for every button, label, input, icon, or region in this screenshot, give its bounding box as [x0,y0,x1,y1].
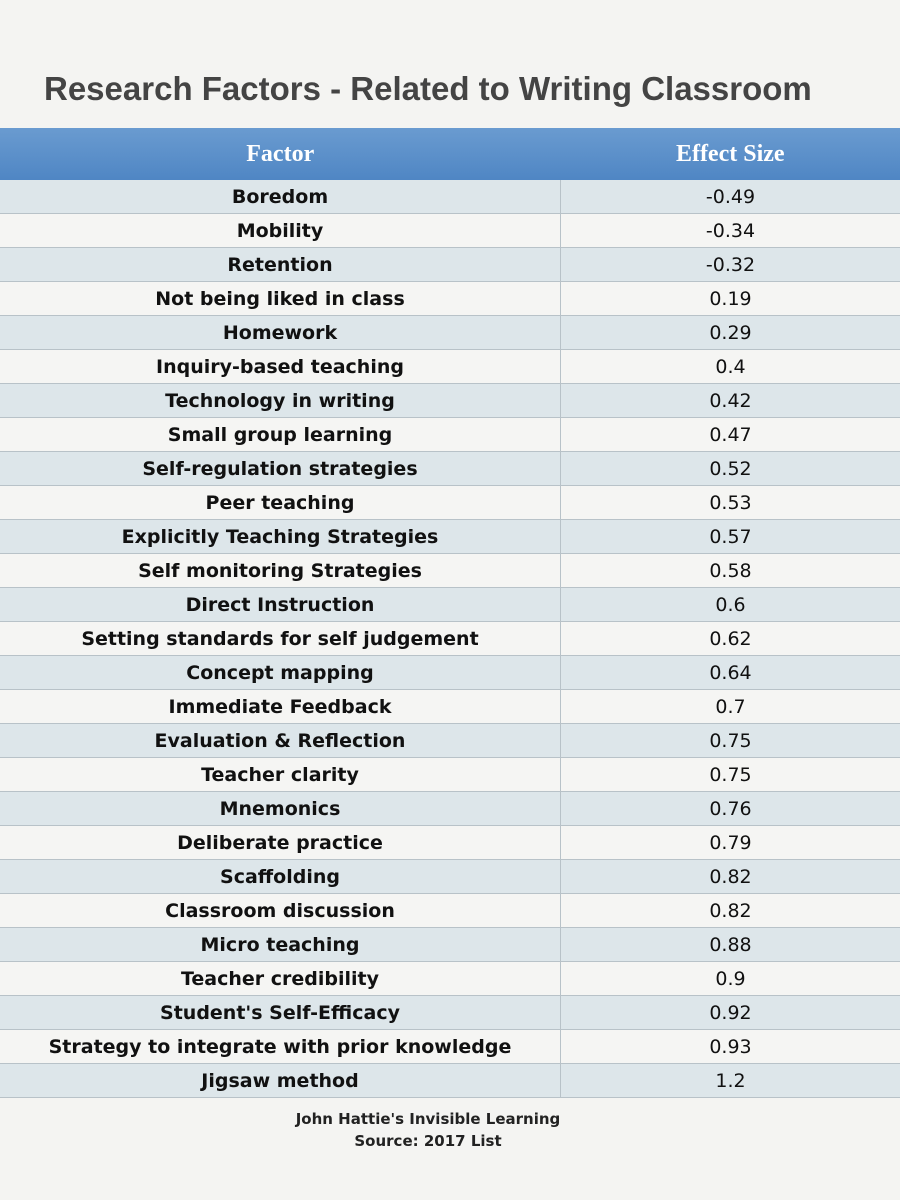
factor-cell: Technology in writing [0,383,561,418]
effect-size-cell: 0.47 [560,417,900,452]
footer-line: Source: 2017 List [354,1132,502,1150]
table-row: Evaluation & Reflection 0.75 [0,723,900,758]
table-body: Boredom -0.49 Mobility -0.34 Retention -0.32 N… [0,180,900,1098]
effect-size-cell: 0.92 [560,995,900,1030]
factor-cell: Peer teaching [0,485,561,520]
table-row: Jigsaw method 1.2 [0,1063,900,1098]
factor-cell: Retention [0,247,561,282]
effect-size-cell: 0.9 [560,961,900,996]
factor-cell: Mnemonics [0,791,561,826]
factor-cell: Self monitoring Strategies [0,553,561,588]
footer-line: John Hattie's Invisible Learning [295,1110,561,1128]
effect-size-cell: 0.57 [560,519,900,554]
header-row: Factor Effect Size [0,128,900,180]
table-row: Scaffolding 0.82 [0,859,900,894]
table-row: Homework 0.29 [0,315,900,350]
factor-cell: Deliberate practice [0,825,561,860]
effect-size-cell: 0.19 [560,281,900,316]
factor-cell: Self-regulation strategies [0,451,561,486]
effect-size-cell: 0.62 [560,621,900,656]
factor-cell: Strategy to integrate with prior knowled… [0,1029,561,1064]
table-row: Boredom -0.49 [0,180,900,214]
table-row: Peer teaching 0.53 [0,485,900,520]
effect-size-cell: 0.82 [560,859,900,894]
factor-table: Factor Effect Size Boredom -0.49 Mobility -… [0,128,900,1098]
effect-size-cell: 0.42 [560,383,900,418]
effect-size-cell: -0.34 [560,213,900,248]
effect-size-cell: 0.64 [560,655,900,690]
factor-cell: Classroom discussion [0,893,561,928]
table-row: Not being liked in class 0.19 [0,281,900,316]
effect-size-cell: 0.75 [560,757,900,792]
factor-cell: Teacher clarity [0,757,561,792]
table-row: Immediate Feedback 0.7 [0,689,900,724]
effect-size-cell: 0.88 [560,927,900,962]
factor-cell: Immediate Feedback [0,689,561,724]
table-row: Inquiry-based teaching 0.4 [0,349,900,384]
factor-cell: Mobility [0,213,561,248]
table-row: Strategy to integrate with prior knowled… [0,1029,900,1064]
effect-size-cell: 0.76 [560,791,900,826]
factor-cell: Explicitly Teaching Strategies [0,519,561,554]
table-row: Concept mapping 0.64 [0,655,900,690]
factor-cell: Small group learning [0,417,561,452]
effect-size-cell: 0.6 [560,587,900,622]
table-row: Student's Self-Efficacy 0.92 [0,995,900,1030]
table-row: Mobility -0.34 [0,213,900,248]
table-row: Explicitly Teaching Strategies 0.57 [0,519,900,554]
table-row: Self-regulation strategies 0.52 [0,451,900,486]
factor-cell: Evaluation & Reflection [0,723,561,758]
effect-size-cell: 0.58 [560,553,900,588]
effect-size-cell: 0.7 [560,689,900,724]
effect-size-cell: 0.79 [560,825,900,860]
factor-cell: Homework [0,315,561,350]
factor-cell: Student's Self-Efficacy [0,995,561,1030]
table-row: Classroom discussion 0.82 [0,893,900,928]
effect-size-cell: 0.29 [560,315,900,350]
table-row: Teacher credibility 0.9 [0,961,900,996]
factor-cell: Setting standards for self judgement [0,621,561,656]
effect-size-cell: 1.2 [560,1063,900,1098]
effect-size-cell: -0.49 [560,180,900,214]
footer: John Hattie's Invisible Learning Source:… [0,1108,856,1152]
title: Research Factors - Related to Writing Cl… [44,70,812,107]
factor-cell: Inquiry-based teaching [0,349,561,384]
factor-cell: Teacher credibility [0,961,561,996]
factor-cell: Concept mapping [0,655,561,690]
table-row: Technology in writing 0.42 [0,383,900,418]
effect-size-cell: 0.52 [560,451,900,486]
effect-size-cell: 0.4 [560,349,900,384]
effect-size-cell: 0.82 [560,893,900,928]
effect-size-cell: 0.75 [560,723,900,758]
column-header: Factor [0,128,561,180]
table-row: Mnemonics 0.76 [0,791,900,826]
table-row: Deliberate practice 0.79 [0,825,900,860]
table-row: Self monitoring Strategies 0.58 [0,553,900,588]
table-row: Direct Instruction 0.6 [0,587,900,622]
factor-cell: Direct Instruction [0,587,561,622]
table-row: Teacher clarity 0.75 [0,757,900,792]
table-row: Small group learning 0.47 [0,417,900,452]
factor-cell: Not being liked in class [0,281,561,316]
column-header: Effect Size [560,128,900,180]
table-row: Setting standards for self judgement 0.62 [0,621,900,656]
effect-size-cell: -0.32 [560,247,900,282]
factor-cell: Scaffolding [0,859,561,894]
factor-cell: Boredom [0,180,561,214]
factor-cell: Micro teaching [0,927,561,962]
table-row: Retention -0.32 [0,247,900,282]
effect-size-cell: 0.93 [560,1029,900,1064]
table-row: Micro teaching 0.88 [0,927,900,962]
effect-size-cell: 0.53 [560,485,900,520]
factor-cell: Jigsaw method [0,1063,561,1098]
